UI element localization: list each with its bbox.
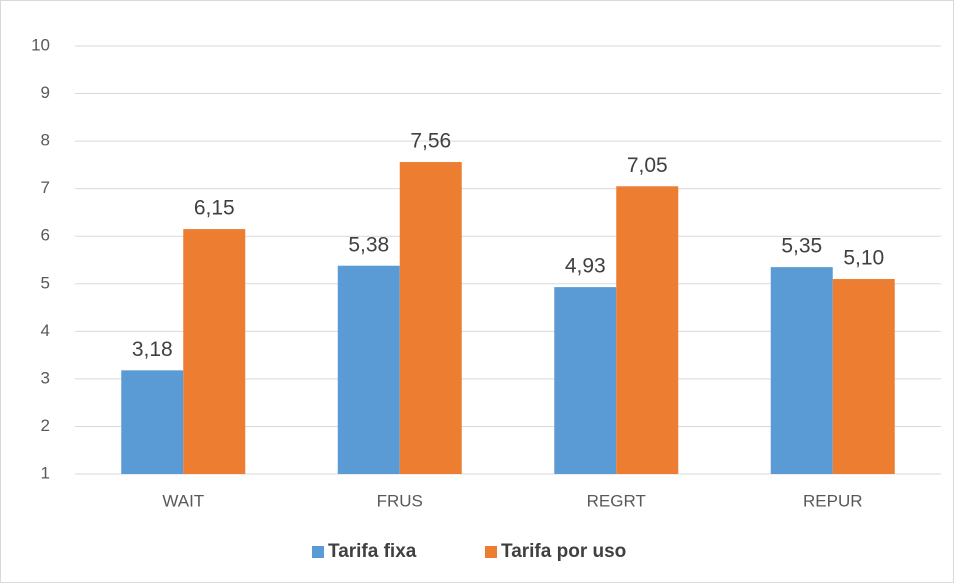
y-tick-label: 7	[41, 178, 50, 197]
x-tick-label: WAIT	[162, 491, 204, 510]
y-tick-label: 2	[41, 416, 50, 435]
y-tick-label: 6	[41, 226, 50, 245]
bar	[770, 267, 833, 474]
bar	[616, 186, 679, 475]
value-label: 4,93	[565, 255, 606, 278]
y-tick-label: 8	[41, 131, 50, 150]
y-tick-label: 1	[41, 463, 50, 482]
bar	[337, 265, 400, 474]
legend-swatch	[485, 546, 497, 558]
legend-label: Tarifa fixa	[328, 541, 417, 562]
legend-label: Tarifa por uso	[501, 541, 626, 562]
y-tick-label: 5	[41, 273, 50, 292]
y-tick-label: 3	[41, 368, 50, 387]
y-tick-label: 10	[31, 35, 50, 54]
bar	[832, 279, 895, 474]
value-label: 6,15	[194, 197, 235, 220]
bar	[183, 229, 246, 474]
value-label: 5,35	[781, 235, 822, 258]
value-label: 5,10	[843, 247, 884, 270]
value-label: 5,38	[348, 233, 389, 256]
bar	[399, 162, 462, 474]
value-label: 7,56	[410, 130, 451, 153]
y-tick-label: 9	[41, 83, 50, 102]
y-tick-label: 4	[41, 321, 50, 340]
x-tick-label: FRUS	[377, 491, 423, 510]
value-label: 7,05	[627, 154, 668, 177]
value-label: 3,18	[132, 338, 173, 361]
x-tick-label: REGRT	[587, 491, 646, 510]
legend-swatch	[312, 546, 324, 558]
bar	[554, 287, 617, 474]
bar	[121, 370, 184, 474]
x-tick-label: REPUR	[803, 491, 863, 510]
